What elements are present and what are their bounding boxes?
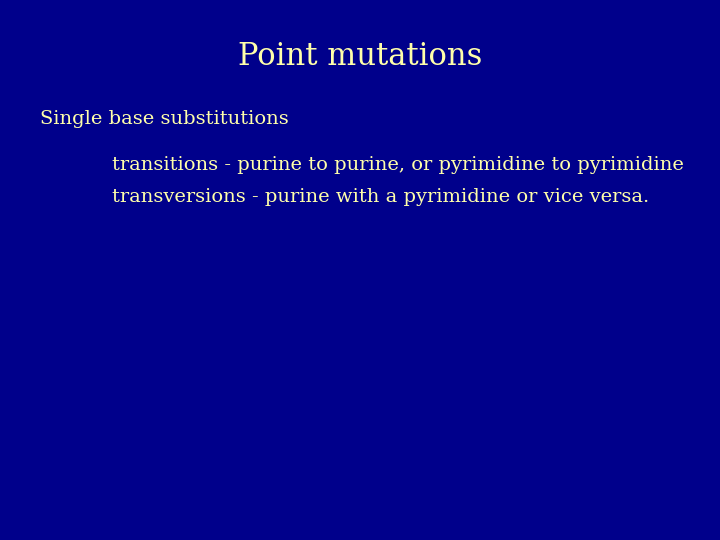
Text: Single base substitutions: Single base substitutions — [40, 110, 288, 128]
Text: transversions - purine with a pyrimidine or vice versa.: transversions - purine with a pyrimidine… — [112, 188, 649, 206]
Text: transitions - purine to purine, or pyrimidine to pyrimidine: transitions - purine to purine, or pyrim… — [112, 156, 683, 174]
Text: Point mutations: Point mutations — [238, 41, 482, 72]
